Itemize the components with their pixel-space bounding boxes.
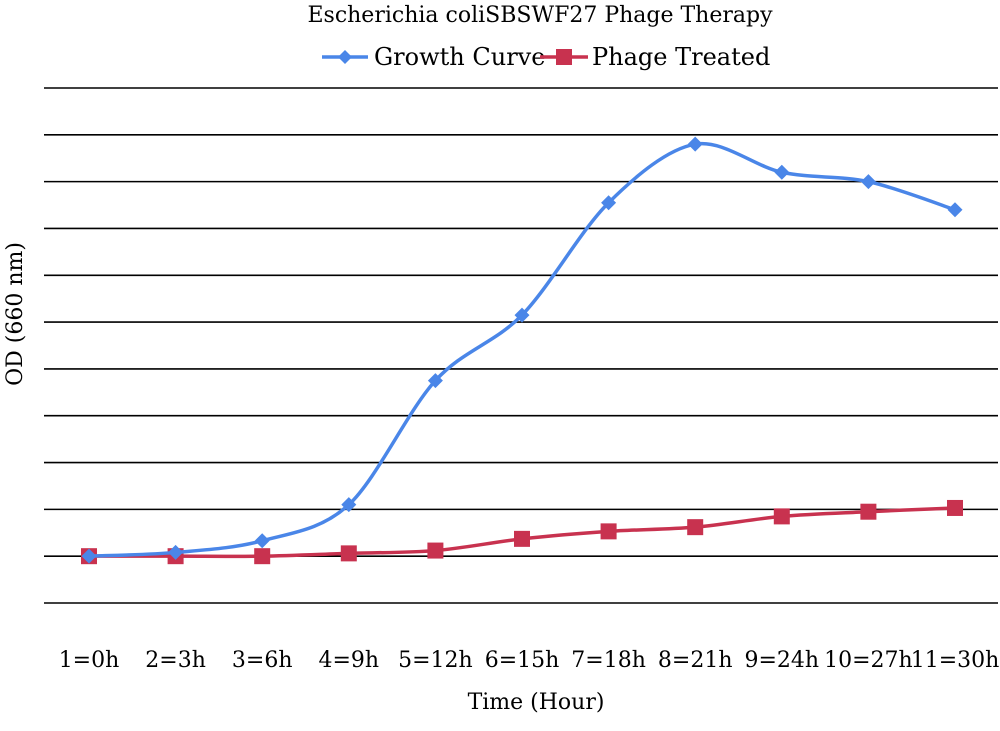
data-point-growth-curve (774, 164, 790, 180)
x-tick-label: 10=27h (824, 648, 913, 673)
chart-title: Escherichia coliSBSWF27 Phage Therapy (307, 3, 773, 28)
legend: Growth Curve Phage Treated (322, 43, 770, 71)
legend-label-growth: Growth Curve (374, 43, 545, 71)
x-tick-label: 4=9h (318, 648, 379, 673)
data-point-phage-treated (427, 542, 444, 559)
data-point-growth-curve (81, 548, 97, 564)
x-tick-label: 3=6h (232, 648, 293, 673)
data-point-phage-treated (340, 545, 357, 562)
data-point-growth-curve (514, 307, 530, 323)
gridlines (44, 87, 998, 604)
data-point-phage-treated (600, 523, 617, 540)
legend-label-phage: Phage Treated (592, 43, 770, 71)
data-point-growth-curve (427, 373, 443, 389)
x-tick-labels: 1=0h 2=3h 3=6h 4=9h 5=12h 6=15h 7=18h 8=21h 9=24… (59, 648, 1000, 673)
x-tick-label: 11=30h (911, 648, 1000, 673)
data-point-phage-treated (254, 548, 271, 565)
data-point-phage-treated (947, 499, 963, 516)
x-tick-label: 9=24h (745, 648, 820, 673)
data-point-growth-curve (601, 195, 617, 211)
series-line-growth-curve (87, 141, 957, 558)
x-tick-label: 7=18h (571, 648, 646, 673)
x-tick-label: 5=12h (398, 648, 473, 673)
data-point-phage-treated (860, 503, 877, 520)
data-point-phage-treated (773, 508, 790, 525)
series-layer (81, 136, 963, 565)
data-point-phage-treated (687, 519, 704, 536)
x-tick-label: 2=3h (145, 648, 206, 673)
y-axis-label: OD (660 nm) (3, 242, 28, 386)
data-point-growth-curve (168, 544, 184, 560)
data-point-growth-curve (687, 136, 703, 152)
x-axis-label: Time (Hour) (468, 690, 605, 715)
legend-marker-growth (338, 50, 352, 64)
data-point-growth-curve (254, 533, 270, 549)
legend-marker-phage (556, 49, 572, 65)
data-point-phage-treated (514, 530, 530, 547)
x-tick-label: 1=0h (59, 648, 120, 673)
x-tick-label: 8=21h (658, 648, 733, 673)
x-tick-label: 6=15h (485, 648, 560, 673)
data-point-growth-curve (341, 497, 357, 513)
data-point-growth-curve (947, 202, 963, 218)
data-point-growth-curve (860, 174, 876, 190)
